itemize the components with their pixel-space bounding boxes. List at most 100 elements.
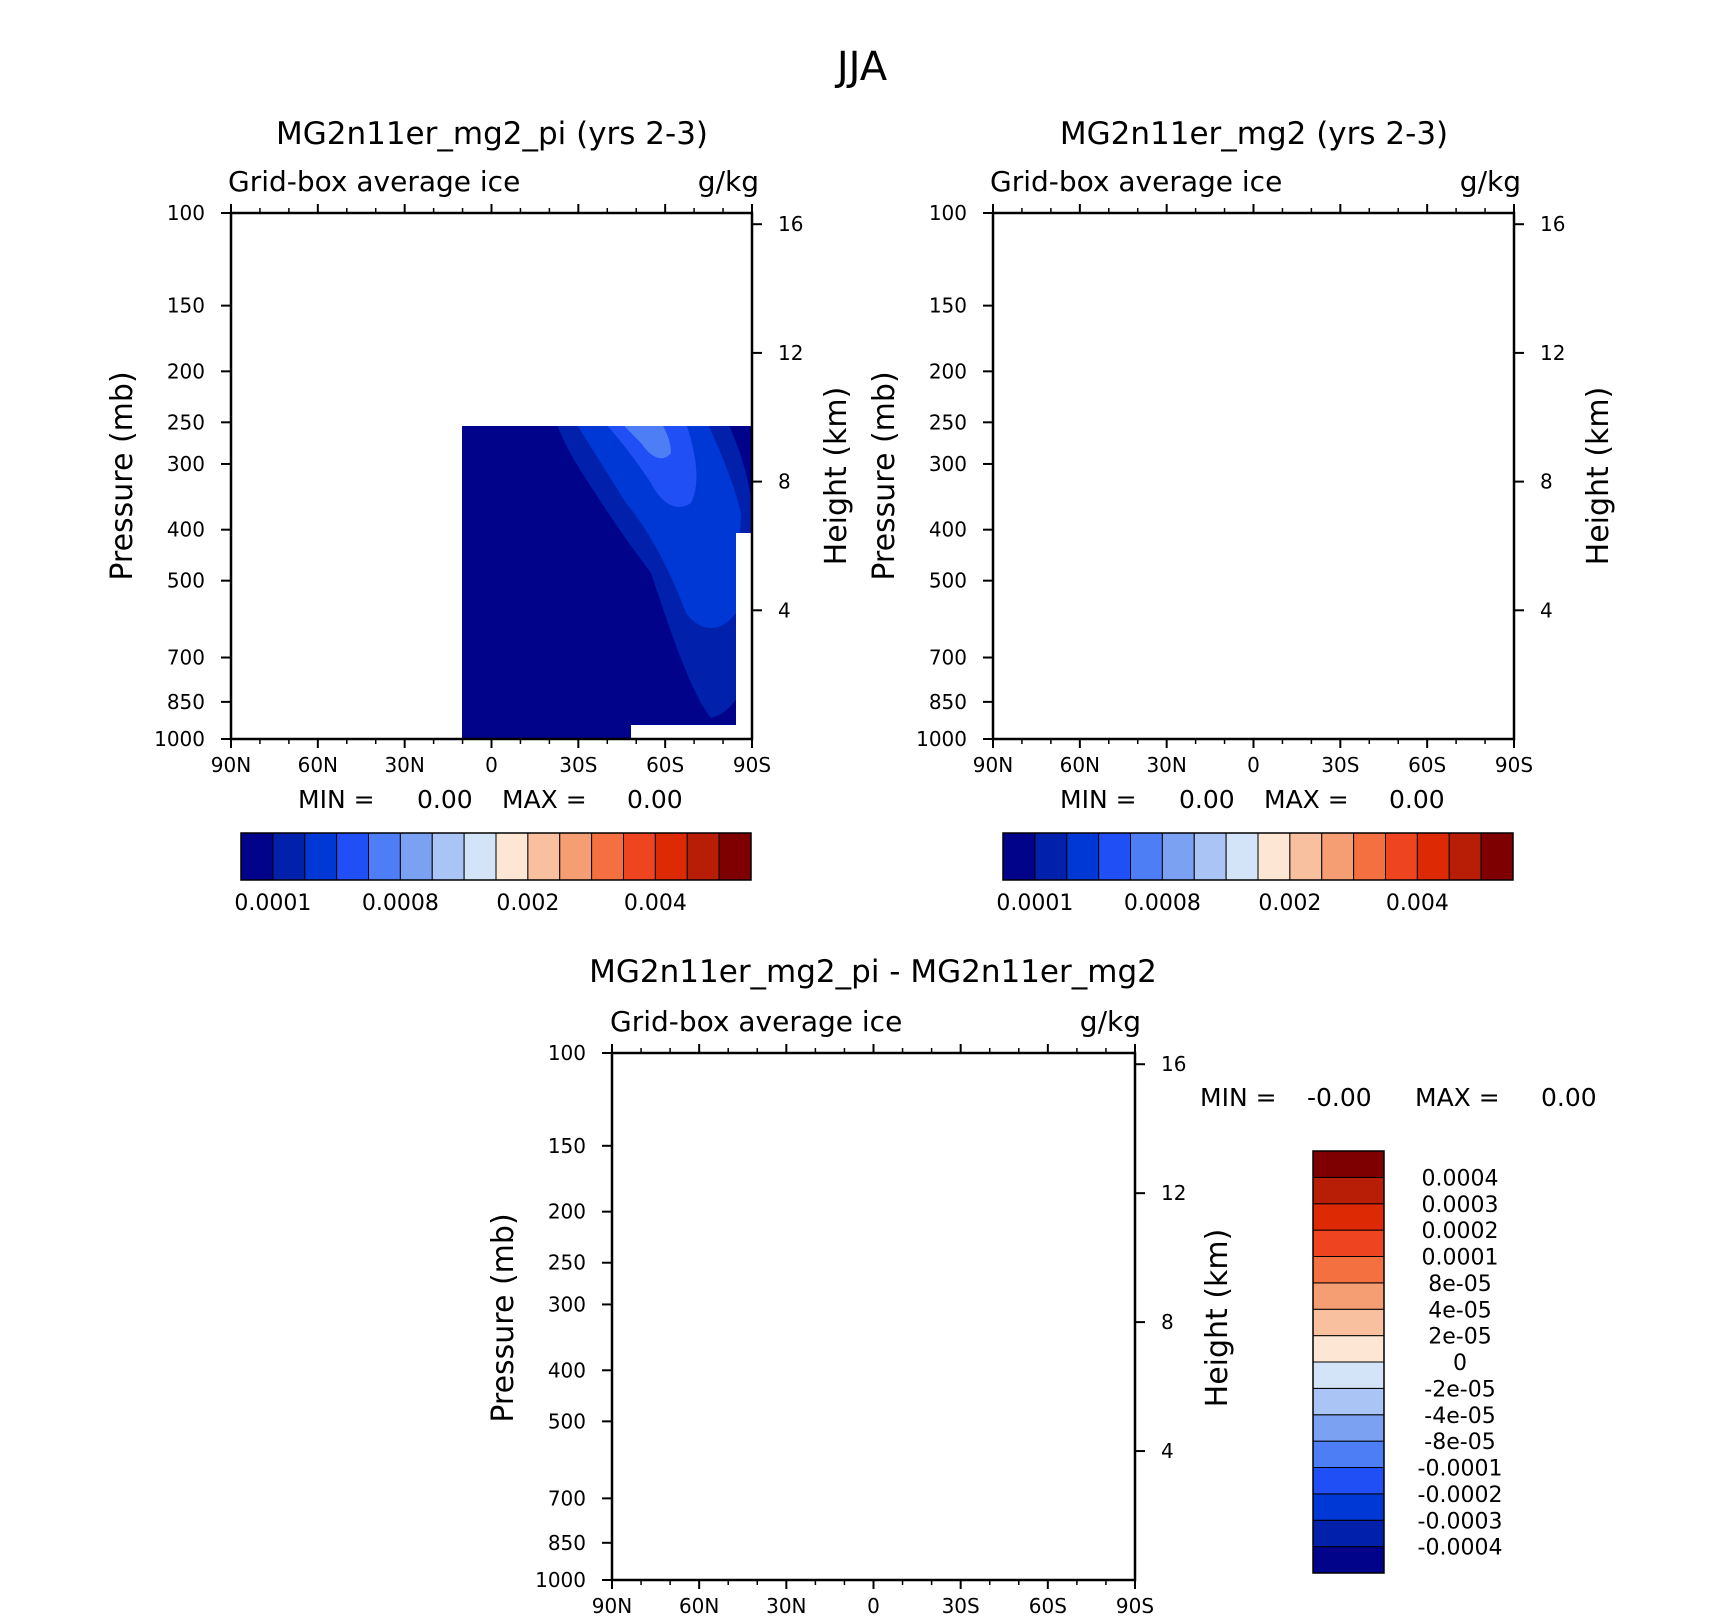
colorbar-swatch xyxy=(1066,832,1100,881)
y-tick-label: 1000 xyxy=(535,1568,586,1592)
y-right-tick-label: 12 xyxy=(1161,1181,1186,1205)
y-right-tick-label: 8 xyxy=(1161,1310,1174,1334)
y-tick-label: 400 xyxy=(548,1358,586,1382)
y-tick-label: 850 xyxy=(548,1531,586,1555)
x-tick-label: 90N xyxy=(973,753,1013,777)
contour-positive-3 xyxy=(617,1114,1135,1371)
colorbar-label: -4e-05 xyxy=(1424,1404,1495,1429)
contour-level-7 xyxy=(1220,253,1242,331)
contour-positive-2 xyxy=(792,1283,967,1580)
max-value: 0.00 xyxy=(627,785,683,814)
y-right-tick-label: 8 xyxy=(1540,470,1553,494)
contour-level-8 xyxy=(444,259,477,331)
contour-field xyxy=(612,1053,1135,1580)
contour-field xyxy=(444,259,752,739)
colorbar-swatch xyxy=(527,832,561,881)
x-tick-label: 30S xyxy=(1321,753,1359,777)
colorbar-frame xyxy=(240,832,752,881)
panel-experiment: MG2n11er_mg2 (yrs 2-3) Grid-box average … xyxy=(867,116,1616,916)
max-label: MAX = xyxy=(1415,1083,1500,1112)
units-label: g/kg xyxy=(1460,165,1521,198)
y-tick-label: 500 xyxy=(929,569,967,593)
colorbar-swatch xyxy=(399,832,433,881)
colorbar-swatch xyxy=(240,832,274,881)
colorbar-swatch xyxy=(1312,1414,1385,1442)
y-tick-label: 100 xyxy=(929,201,967,225)
colorbar-swatch xyxy=(1312,1546,1385,1574)
colorbar-label: 0.0008 xyxy=(362,891,439,916)
y-tick-label: 700 xyxy=(167,646,205,670)
y-tick-label: 100 xyxy=(167,201,205,225)
colorbar-swatch xyxy=(1312,1493,1385,1521)
y-axis-label-right: Height (km) xyxy=(819,387,854,566)
colorbar-swatch xyxy=(591,832,624,881)
colorbar-label: -0.0003 xyxy=(1418,1509,1503,1534)
colorbar-swatch xyxy=(304,832,338,881)
x-tick-label: 30N xyxy=(766,1594,806,1616)
contour-level-4 xyxy=(624,426,671,459)
colorbar-label: 0.002 xyxy=(496,891,559,916)
variable-label: Grid-box average ice xyxy=(990,165,1282,198)
contour-field xyxy=(993,213,1514,739)
colorbar-frame xyxy=(1312,1150,1385,1574)
contour-level-5 xyxy=(1087,323,1393,414)
contour-negative-3 xyxy=(667,1125,787,1184)
y-tick-label: 300 xyxy=(548,1292,586,1316)
x-tick-label: 60S xyxy=(1029,1594,1067,1616)
units-label: g/kg xyxy=(698,165,759,198)
min-value: 0.00 xyxy=(417,785,473,814)
y-tick-label: 200 xyxy=(929,359,967,383)
y-right-tick-label: 16 xyxy=(1161,1052,1186,1076)
colorbar-swatch xyxy=(1321,832,1355,881)
y-axis-label-right: Height (km) xyxy=(1200,1229,1235,1408)
colorbar-frame xyxy=(1002,832,1514,881)
x-tick-label: 90N xyxy=(211,753,251,777)
y-tick-label: 200 xyxy=(167,359,205,383)
colorbar-swatch xyxy=(1312,1467,1385,1495)
x-tick-label: 0 xyxy=(485,753,498,777)
min-label: MIN = xyxy=(1200,1083,1277,1112)
colorbar-swatch xyxy=(559,832,593,881)
y-tick-label: 300 xyxy=(167,452,205,476)
missing-data-area xyxy=(1393,725,1514,739)
y-axis-label: Pressure (mb) xyxy=(867,371,902,580)
y-tick-label: 150 xyxy=(167,294,205,318)
missing-data-area xyxy=(1498,533,1514,739)
y-tick-label: 400 xyxy=(167,518,205,542)
panel-title: MG2n11er_mg2_pi - MG2n11er_mg2 xyxy=(589,954,1157,990)
colorbar-swatch xyxy=(654,832,688,881)
y-tick-label: 700 xyxy=(548,1486,586,1510)
colorbar-swatch xyxy=(1002,832,1036,881)
max-label: MAX = xyxy=(502,785,587,814)
y-tick-label: 250 xyxy=(548,1251,586,1275)
colorbar-label: 0.0001 xyxy=(1422,1246,1499,1271)
missing-data-area xyxy=(1015,1561,1135,1580)
y-tick-label: 700 xyxy=(929,646,967,670)
colorbar-label: -2e-05 xyxy=(1424,1377,1495,1402)
y-right-tick-label: 8 xyxy=(778,470,791,494)
y-right-tick-label: 4 xyxy=(778,598,791,622)
colorbar-label: 0.0008 xyxy=(1124,891,1201,916)
colorbar-swatch xyxy=(718,832,752,881)
y-tick-label: 1000 xyxy=(154,727,205,751)
y-right-tick-label: 16 xyxy=(778,212,803,236)
min-label: MIN = xyxy=(298,785,375,814)
y-tick-label: 1000 xyxy=(916,727,967,751)
contour-level-3 xyxy=(607,426,697,507)
y-tick-label: 100 xyxy=(548,1041,586,1065)
variable-label: Grid-box average ice xyxy=(610,1005,902,1038)
contour-level-2 xyxy=(577,426,741,628)
colorbar-label: -0.0001 xyxy=(1418,1457,1503,1482)
contour-level-3 xyxy=(1021,258,1458,507)
y-tick-label: 150 xyxy=(929,294,967,318)
min-label: MIN = xyxy=(1060,785,1137,814)
panel-control: MG2n11er_mg2_pi (yrs 2-3) Grid-box avera… xyxy=(105,116,854,916)
y-right-tick-label: 12 xyxy=(1540,341,1565,365)
panel-difference: MG2n11er_mg2_pi - MG2n11er_mg2 Grid-box … xyxy=(486,954,1597,1616)
y-tick-label: 850 xyxy=(167,690,205,714)
y-right-tick-label: 4 xyxy=(1540,598,1553,622)
colorbar-swatch xyxy=(431,832,465,881)
panel-title: MG2n11er_mg2_pi (yrs 2-3) xyxy=(276,116,708,152)
contour-negative-1 xyxy=(627,1083,937,1224)
colorbar-swatch xyxy=(368,832,401,881)
